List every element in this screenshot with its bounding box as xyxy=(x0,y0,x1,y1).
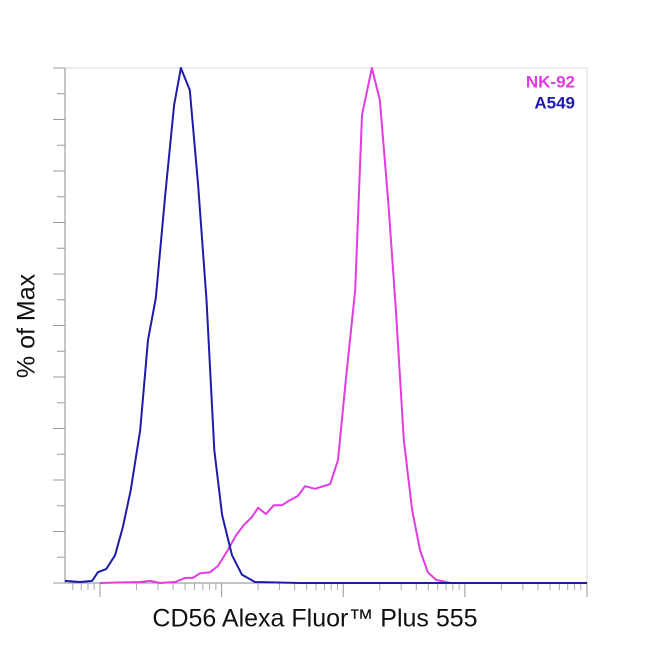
plot-frame xyxy=(64,67,588,584)
x-axis-label: CD56 Alexa Fluor™ Plus 555 xyxy=(152,605,477,633)
y-axis-label: % of Max xyxy=(13,273,41,378)
legend-label: A549 xyxy=(534,93,575,112)
series-line xyxy=(64,67,587,584)
series-line xyxy=(99,67,587,584)
legend-label: NK-92 xyxy=(526,72,575,91)
